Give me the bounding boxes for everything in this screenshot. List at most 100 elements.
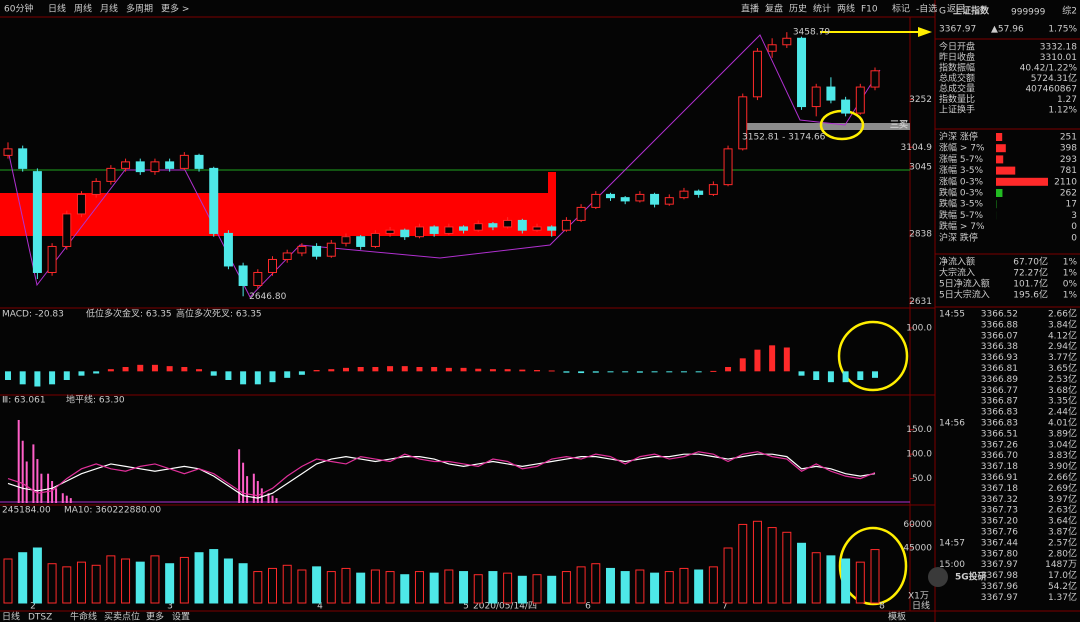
y-tick-label: 50.0 [912, 474, 932, 484]
toolbar-button[interactable]: F10 [861, 5, 878, 15]
tick-price: 3366.77 [981, 386, 1018, 396]
candle-body [179, 154, 189, 169]
macd-bar [783, 347, 790, 372]
tick-price: 3366.88 [981, 320, 1018, 330]
toolbar-button[interactable]: 统计 [813, 3, 831, 15]
bottom-tab[interactable]: 买卖点位 [104, 611, 140, 622]
volume-bar [488, 571, 498, 604]
tick-price: 3367.98 [981, 571, 1018, 581]
macd-bar [607, 371, 614, 373]
toolbar-button[interactable]: -自选 [916, 3, 937, 15]
x-label: 2020/05/14/四 [473, 602, 537, 612]
toolbar-tab[interactable]: 周线 [74, 3, 92, 15]
bottom-tab[interactable]: 设置 [172, 612, 190, 622]
tick-volume: 54.2亿 [1048, 580, 1077, 592]
stat-label: 总成交额 [939, 72, 975, 84]
toolbar-button[interactable]: 两线 [837, 3, 855, 15]
candle-body [238, 265, 248, 286]
candle-body [635, 193, 645, 202]
macd-bar [769, 345, 776, 372]
tick-volume: 2.63亿 [1048, 504, 1077, 516]
osc-bar [238, 449, 241, 503]
flow-pct: 1% [1063, 258, 1078, 268]
candle-body [32, 171, 42, 273]
tick-price: 3367.18 [981, 484, 1018, 494]
volume-bar [561, 571, 571, 604]
toolbar-button[interactable]: 历史 [789, 3, 807, 15]
macd-bar [460, 367, 467, 372]
macd-bar [63, 371, 70, 380]
candle-body [91, 180, 101, 195]
low-label: 2646.80 [249, 292, 286, 302]
toolbar-tab[interactable]: 多周期 [126, 3, 153, 15]
volume-bar [385, 571, 395, 604]
stat-label: 总成交量 [939, 83, 975, 95]
quote-pct: 1.75% [1048, 25, 1077, 35]
x-label: 3 [167, 602, 173, 612]
candle-body [605, 193, 615, 199]
stat-value: 1.12% [1048, 106, 1077, 116]
band-label: 3152.81 - 3174.66 [742, 133, 826, 143]
candle-body [723, 148, 733, 186]
volume-bar [473, 574, 483, 604]
stat-value: 3332.18 [1040, 43, 1077, 53]
toolbar-button[interactable]: 复盘 [765, 3, 783, 15]
bottom-button[interactable]: 模板 [888, 611, 906, 622]
tick-price: 3366.70 [981, 451, 1018, 461]
candle-body [782, 37, 792, 46]
osc-bar [267, 493, 270, 503]
volume-bar [826, 555, 836, 604]
macd-bar [489, 369, 496, 372]
volume-bar [194, 552, 204, 604]
macd-bar [78, 371, 85, 376]
bottom-tab[interactable]: 更多 [146, 611, 164, 622]
tick-time: 14:56 [939, 419, 965, 429]
osc-bar [246, 476, 249, 503]
flow-pct: 0% [1063, 280, 1078, 290]
indicator-legend: MA10: 360222880.00 [64, 506, 161, 516]
tick-volume: 3.65亿 [1048, 362, 1077, 374]
toolbar-tab[interactable]: 月线 [100, 3, 118, 15]
volume-bar [517, 575, 527, 604]
macd-bar [504, 369, 511, 372]
price-band [740, 123, 910, 130]
quote-change: ▲57.96 [991, 25, 1024, 35]
stat-value: 40.42/1.22% [1020, 64, 1078, 74]
breadth-count: 251 [1060, 133, 1077, 143]
breadth-label: 涨幅 > 7% [939, 142, 985, 154]
candle-body [106, 167, 116, 182]
tick-volume: 3.89亿 [1048, 427, 1077, 439]
macd-bar [739, 358, 746, 372]
stat-label: 昨日收盘 [939, 51, 975, 63]
bottom-tab[interactable]: DTSZ [28, 613, 52, 622]
tick-price: 3366.51 [981, 429, 1018, 439]
tick-price: 3367.80 [981, 549, 1018, 559]
tick-time: 14:55 [939, 310, 965, 320]
tick-volume: 1.37亿 [1048, 591, 1077, 603]
toolbar-button[interactable]: 标记 [892, 3, 910, 15]
macd-bar [445, 367, 452, 372]
toolbar-tab[interactable]: 更多 > [161, 3, 189, 15]
macd-bar [680, 371, 687, 373]
toolbar-button[interactable]: 返回 [947, 3, 965, 15]
tick-volume: 17.0亿 [1048, 569, 1077, 581]
candle-body [150, 161, 160, 173]
volume-bar [223, 558, 233, 604]
volume-bar [268, 567, 278, 604]
volume-bar [62, 566, 72, 604]
candle-body [855, 86, 865, 114]
volume-bar [620, 571, 630, 604]
tick-volume: 3.90亿 [1048, 460, 1077, 472]
bottom-tab[interactable]: 牛命线 [70, 611, 97, 622]
breadth-count: 262 [1060, 189, 1077, 199]
breadth-count: 3 [1071, 211, 1077, 221]
osc-bar [271, 495, 274, 503]
toolbar-button[interactable]: 直播 [741, 3, 759, 15]
zigzag [7, 34, 881, 298]
toolbar-tab[interactable]: 日线 [48, 3, 66, 15]
bottom-tab[interactable]: 日线 [2, 611, 20, 622]
toolbar-tab[interactable]: 60分钟 [4, 3, 33, 15]
volume-bar [356, 572, 366, 604]
red-zone-tip [548, 172, 556, 236]
